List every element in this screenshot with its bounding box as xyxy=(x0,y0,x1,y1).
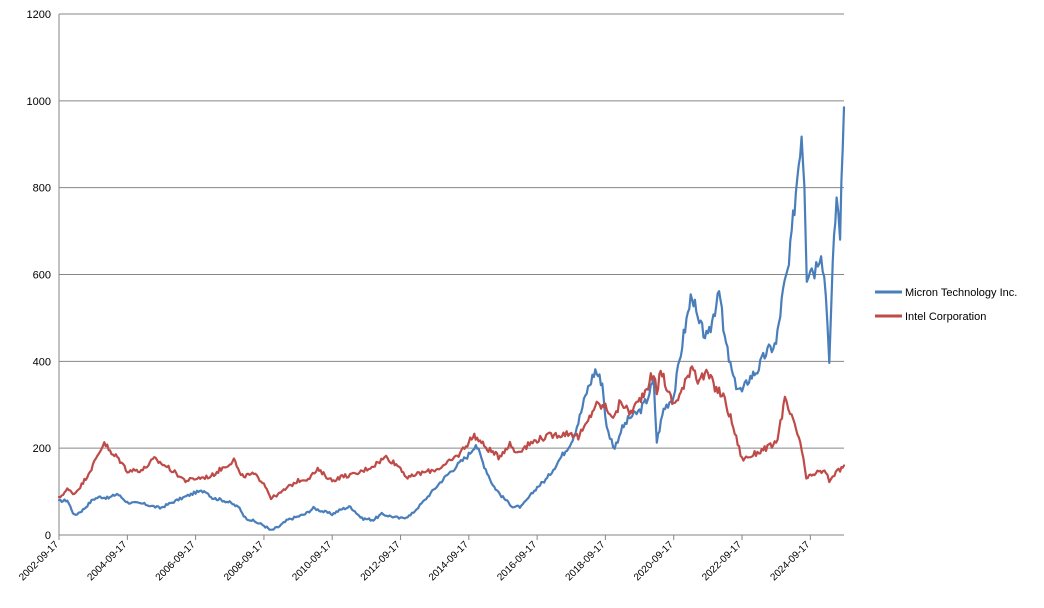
y-tick-label-1000: 1000 xyxy=(27,96,51,108)
y-tick-label-1200: 1200 xyxy=(27,9,51,21)
x-axis-tick-labels: 2002-09-17 2004-09-17 2006-09-17 2008-09-17… xyxy=(17,539,813,583)
x-tick-label-2010-09-17: 2010-09-17 xyxy=(290,539,334,583)
x-tick-label-2020-09-17: 2020-09-17 xyxy=(632,539,676,583)
series-line-1 xyxy=(57,365,846,501)
legend-label-1: Intel Corporation xyxy=(905,311,986,323)
y-tick-label-600: 600 xyxy=(33,270,51,282)
x-tick-label-2006-09-17: 2006-09-17 xyxy=(154,539,198,583)
y-tick-label-200: 200 xyxy=(33,443,51,455)
gridlines xyxy=(59,13,844,449)
y-tick-label-0: 0 xyxy=(45,530,51,542)
y-tick-label-400: 400 xyxy=(33,356,51,368)
x-tick-label-2008-09-17: 2008-09-17 xyxy=(222,539,266,583)
x-tick-label-2016-09-17: 2016-09-17 xyxy=(495,539,539,583)
x-tick-label-2018-09-17: 2018-09-17 xyxy=(564,539,608,583)
x-tick-label-2004-09-17: 2004-09-17 xyxy=(86,539,130,583)
x-tick-label-2012-09-17: 2012-09-17 xyxy=(359,539,403,583)
legend: Micron Technology Inc. Intel Corporation xyxy=(875,287,1017,323)
axes xyxy=(58,14,844,540)
x-tick-label-2002-09-17: 2002-09-17 xyxy=(17,539,61,583)
x-tick-label-2014-09-17: 2014-09-17 xyxy=(427,539,471,583)
y-tick-label-800: 800 xyxy=(33,183,51,195)
y-axis-tick-labels: 0 200 400 600 800 1000 1200 xyxy=(27,9,51,542)
series-lines xyxy=(57,106,846,531)
series-line-0 xyxy=(57,106,846,531)
x-tick-label-2022-09-17: 2022-09-17 xyxy=(700,539,744,583)
legend-label-0: Micron Technology Inc. xyxy=(905,287,1017,299)
x-tick-label-2024-09-17: 2024-09-17 xyxy=(769,539,813,583)
